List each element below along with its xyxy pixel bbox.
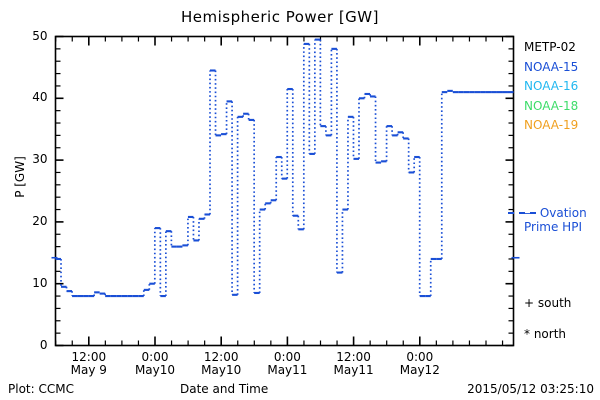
y-tick-label: 40 [32,90,48,105]
x-tick-label: 12:00 May 9 [49,349,129,377]
y-tick-label: 50 [32,28,48,43]
x-tick-label: 0:00 May11 [247,349,327,377]
x-tick-time: 12:00 [71,349,107,364]
legend-item-noaa-19: NOAA-19 [524,118,579,132]
plot-credit: Plot: CCMC [8,382,74,396]
plot-timestamp: 2015/05/12 03:25:10 [467,382,594,396]
page-title: Hemispheric Power [GW] [181,8,379,26]
x-tick-date: May 9 [70,362,107,377]
x-tick-time: 0:00 [406,349,434,364]
ovation-label-line2: Prime HPI [524,220,582,234]
x-tick-time: 0:00 [141,349,169,364]
ovation-label-line1: — Ovation [524,206,587,220]
series-noaa-15 [55,38,514,298]
x-tick-date: May10 [201,362,242,377]
y-tick-label: 0 [39,337,48,352]
x-tick-date: May10 [134,362,176,377]
x-tick-date: May11 [333,362,374,377]
legend-item-metp-02: METP-02 [524,40,576,54]
x-tick-date: May12 [399,362,440,377]
x-tick-label: 0:00 May10 [115,349,195,377]
legend-item-noaa-18: NOAA-18 [524,98,579,113]
north-marker-legend: * north [524,327,567,341]
legend-item-noaa-15: NOAA-15 [524,59,579,74]
x-tick-time: 12:00 [203,349,239,364]
y-tick-label: 30 [32,152,48,167]
legend: METP-02 NOAA-15 NOAA-16 NOAA-18 NOAA-19 [524,38,578,136]
ovation-prime-hpi-label: — Ovation Prime HPI [524,206,587,234]
x-tick-label: 0:00 May12 [380,349,460,377]
x-tick-time: 12:00 [336,349,371,364]
x-axis-label: Date and Time [180,382,269,396]
legend-item-noaa-16: NOAA-16 [524,79,579,93]
x-tick-label: 12:00 May10 [181,349,261,377]
south-marker-legend: + south [524,296,572,310]
y-axis-label: P [GW] [13,156,27,198]
y-tick-label: 10 [32,275,48,290]
x-tick-label: 12:00 May11 [314,349,394,377]
ovation-dash-icon [508,212,536,214]
x-tick-date: May11 [267,362,308,377]
x-tick-time: 0:00 [273,349,301,364]
y-tick-label: 20 [32,213,48,228]
